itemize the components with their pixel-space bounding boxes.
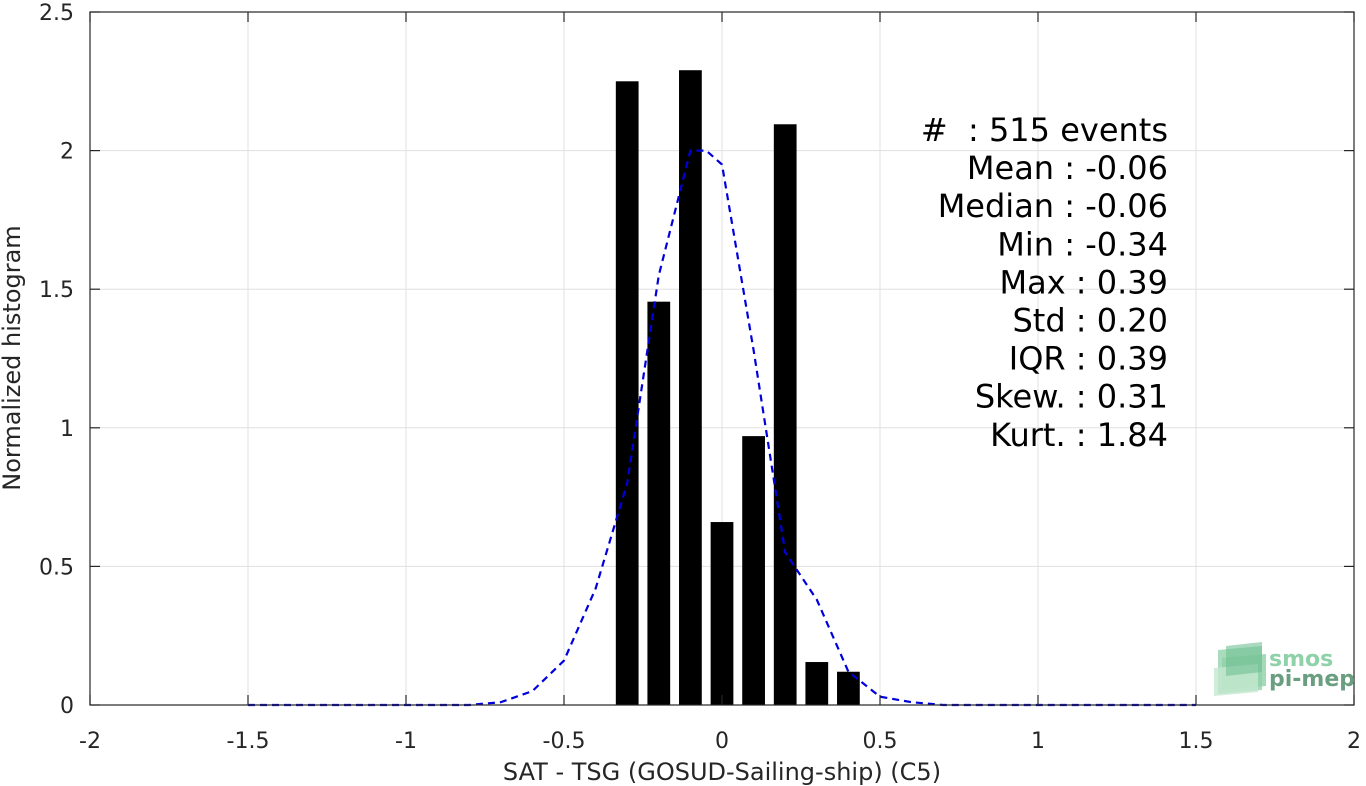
smos-pi-mep-logo: smos pi-mep [1214,642,1355,696]
histogram-bar [837,671,860,705]
y-tick-labels: 0 0.5 1 1.5 2 2.5 [39,1,74,719]
x-tick-label: 0 [715,729,729,754]
x-tick-label: -2 [79,729,101,754]
logo-text-pimep: pi-mep [1269,667,1355,692]
stat-line: Skew. : 0.31 [975,378,1168,416]
y-tick-label: 1.5 [39,278,74,303]
y-tick-label: 1 [60,417,74,442]
stat-line: Median : -0.06 [938,187,1168,225]
y-tick-label: 2.5 [39,1,74,26]
axes-frame [89,11,1355,706]
x-tick-label: 1.5 [1179,729,1214,754]
stat-line: Mean : -0.06 [967,149,1168,187]
x-tick-label: -1.5 [227,729,270,754]
y-tick-label: 0 [60,694,74,719]
x-tick-label: 0.5 [863,729,898,754]
y-axis-label: Normalized histogram [0,225,26,490]
stat-line: Min : -0.34 [997,225,1168,263]
stat-line: Kurt. : 1.84 [990,416,1168,454]
y-tick-label: 0.5 [39,555,74,580]
logo-text-smos: smos [1269,647,1333,672]
stat-line: # : 515 events [921,111,1168,149]
histogram-bar [679,70,702,706]
x-tick-label: -0.5 [543,729,586,754]
bars [615,70,860,706]
stat-line: Max : 0.39 [999,263,1168,301]
x-axis-label: SAT - TSG (GOSUD-Sailing-ship) (C5) [503,758,941,786]
histogram-bar [647,301,671,705]
histogram-bar [805,662,829,705]
x-tick-labels: -2 -1.5 -1 -0.5 0 0.5 1 1.5 2 [79,729,1361,754]
stat-line: Std : 0.20 [1012,302,1168,340]
stat-line: IQR : 0.39 [1009,340,1168,378]
histogram-bar [773,124,797,706]
y-tick-label: 2 [60,140,74,165]
histogram-bar [742,436,765,705]
histogram-bar [615,81,639,706]
x-tick-label: -1 [395,729,417,754]
logo-mark-icon [1214,642,1266,696]
histogram-bar [710,522,734,705]
x-tick-label: 2 [1347,729,1361,754]
x-tick-label: 1 [1031,729,1045,754]
